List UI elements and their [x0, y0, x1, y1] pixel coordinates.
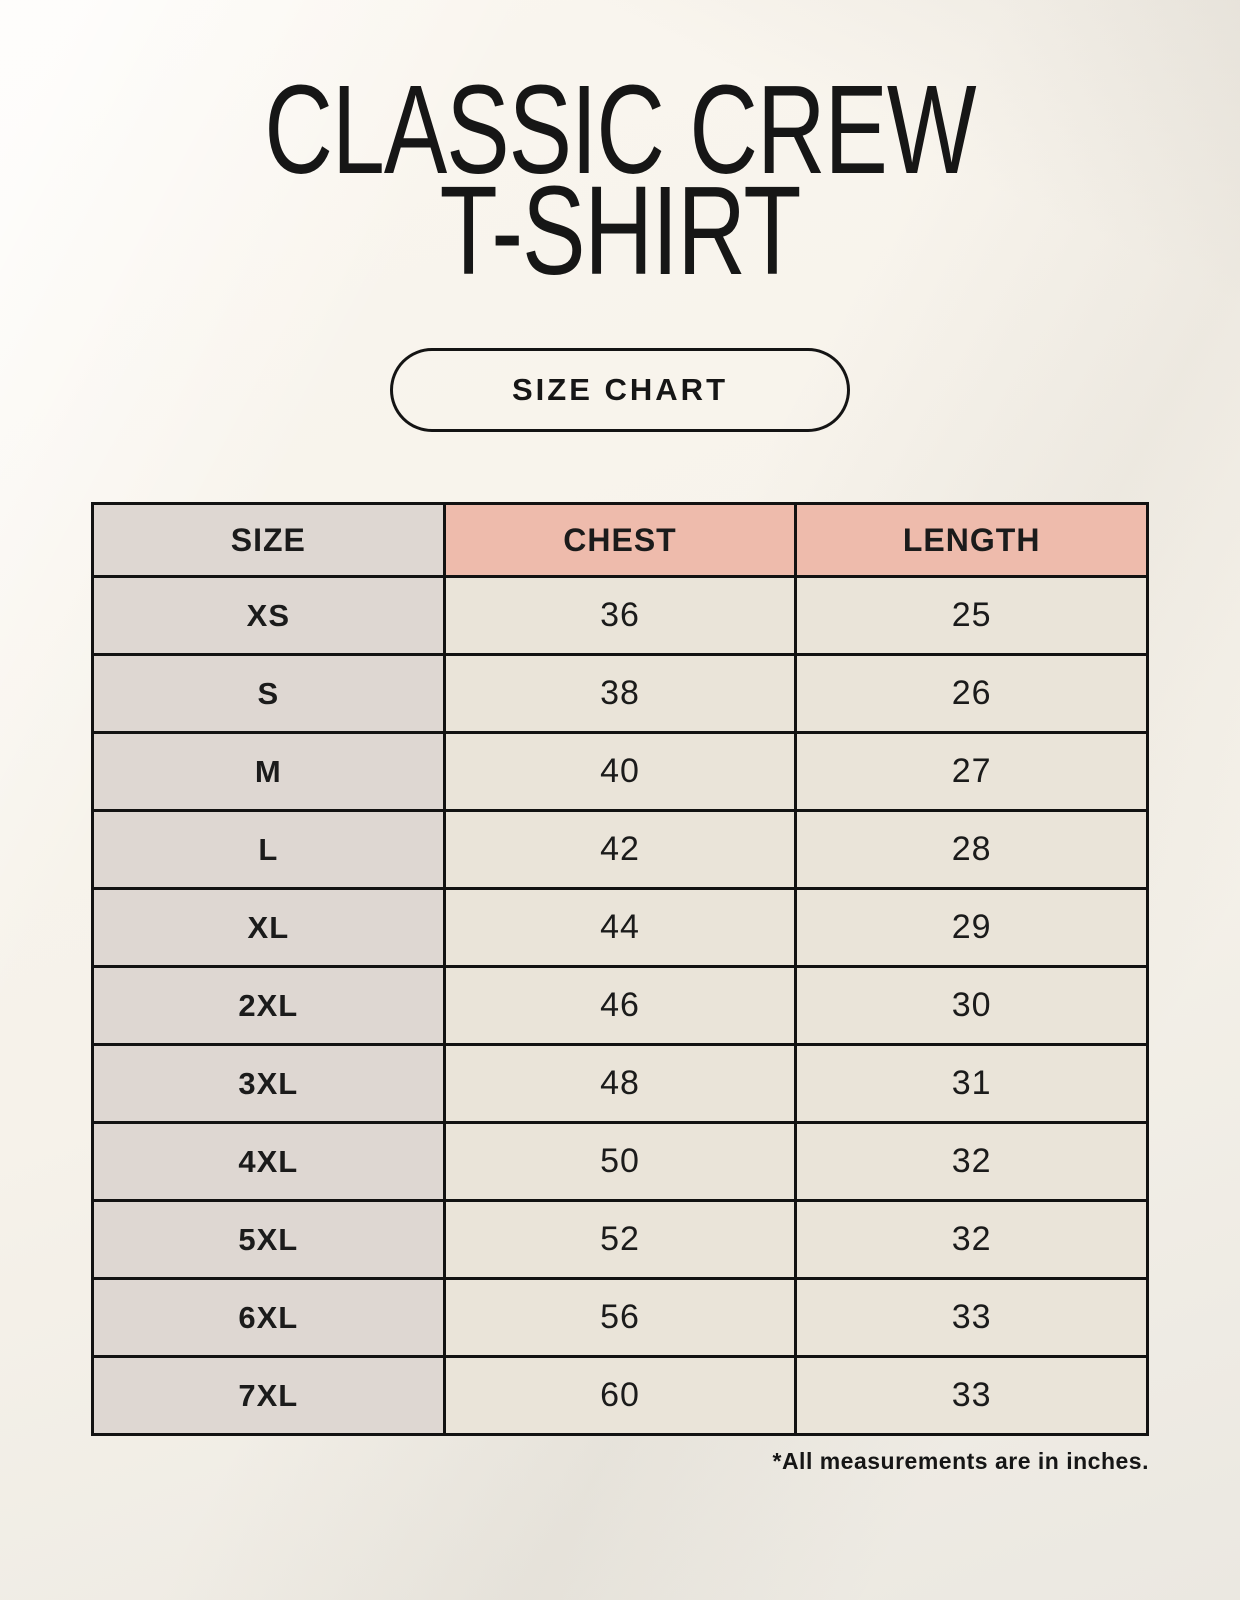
- size-cell: 6XL: [91, 1277, 446, 1358]
- measurements-footnote: *All measurements are in inches.: [772, 1448, 1149, 1474]
- table-header-row: SIZE CHEST LENGTH: [91, 502, 1149, 578]
- size-cell: 7XL: [91, 1355, 446, 1436]
- chest-cell: 56: [442, 1277, 798, 1358]
- length-cell: 29: [794, 887, 1149, 968]
- size-cell: XS: [91, 575, 446, 656]
- size-chart-button[interactable]: SIZE CHART: [390, 348, 850, 432]
- column-header-size: SIZE: [91, 502, 446, 578]
- length-cell: 25: [794, 575, 1149, 656]
- table-row: XS 36 25: [91, 575, 1149, 656]
- table-row: 2XL 46 30: [91, 965, 1149, 1046]
- table-row: 6XL 56 33: [91, 1277, 1149, 1358]
- chest-cell: 52: [442, 1199, 798, 1280]
- length-cell: 32: [794, 1199, 1149, 1280]
- chest-cell: 60: [442, 1355, 798, 1436]
- table-row: L 42 28: [91, 809, 1149, 890]
- size-chart-table: SIZE CHEST LENGTH XS 36 25 S 38 26 M 40 …: [91, 502, 1149, 1436]
- table-row: 7XL 60 33: [91, 1355, 1149, 1436]
- chest-cell: 38: [442, 653, 798, 734]
- title-line-2: T-SHIRT: [439, 161, 802, 303]
- size-cell: XL: [91, 887, 446, 968]
- size-cell: M: [91, 731, 446, 812]
- size-cell: 3XL: [91, 1043, 446, 1124]
- size-cell: L: [91, 809, 446, 890]
- size-cell: 2XL: [91, 965, 446, 1046]
- table-row: S 38 26: [91, 653, 1149, 734]
- table-row: 3XL 48 31: [91, 1043, 1149, 1124]
- column-header-length: LENGTH: [794, 502, 1149, 578]
- size-cell: S: [91, 653, 446, 734]
- length-cell: 33: [794, 1355, 1149, 1436]
- size-cell: 5XL: [91, 1199, 446, 1280]
- length-cell: 32: [794, 1121, 1149, 1202]
- length-cell: 30: [794, 965, 1149, 1046]
- table-row: XL 44 29: [91, 887, 1149, 968]
- chest-cell: 40: [442, 731, 798, 812]
- chest-cell: 50: [442, 1121, 798, 1202]
- chest-cell: 46: [442, 965, 798, 1046]
- size-cell: 4XL: [91, 1121, 446, 1202]
- length-cell: 33: [794, 1277, 1149, 1358]
- length-cell: 31: [794, 1043, 1149, 1124]
- chest-cell: 48: [442, 1043, 798, 1124]
- table-row: M 40 27: [91, 731, 1149, 812]
- length-cell: 26: [794, 653, 1149, 734]
- length-cell: 28: [794, 809, 1149, 890]
- table-row: 4XL 50 32: [91, 1121, 1149, 1202]
- chest-cell: 42: [442, 809, 798, 890]
- title-line-1: CLASSIC CREW: [264, 60, 976, 202]
- column-header-chest: CHEST: [442, 502, 798, 578]
- chest-cell: 36: [442, 575, 798, 656]
- table-row: 5XL 52 32: [91, 1199, 1149, 1280]
- page-title: CLASSIC CREW T-SHIRT: [0, 0, 1240, 303]
- chest-cell: 44: [442, 887, 798, 968]
- length-cell: 27: [794, 731, 1149, 812]
